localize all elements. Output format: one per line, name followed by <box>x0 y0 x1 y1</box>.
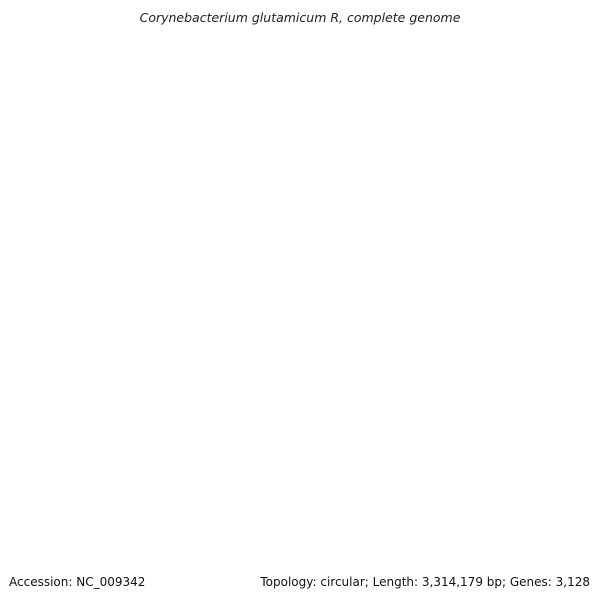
accession-label: Accession: NC_009342 <box>9 575 146 589</box>
genome-summary: Topology: circular; Length: 3,314,179 bp… <box>260 575 590 589</box>
genome-title: Corynebacterium glutamicum R, complete g… <box>139 10 461 25</box>
